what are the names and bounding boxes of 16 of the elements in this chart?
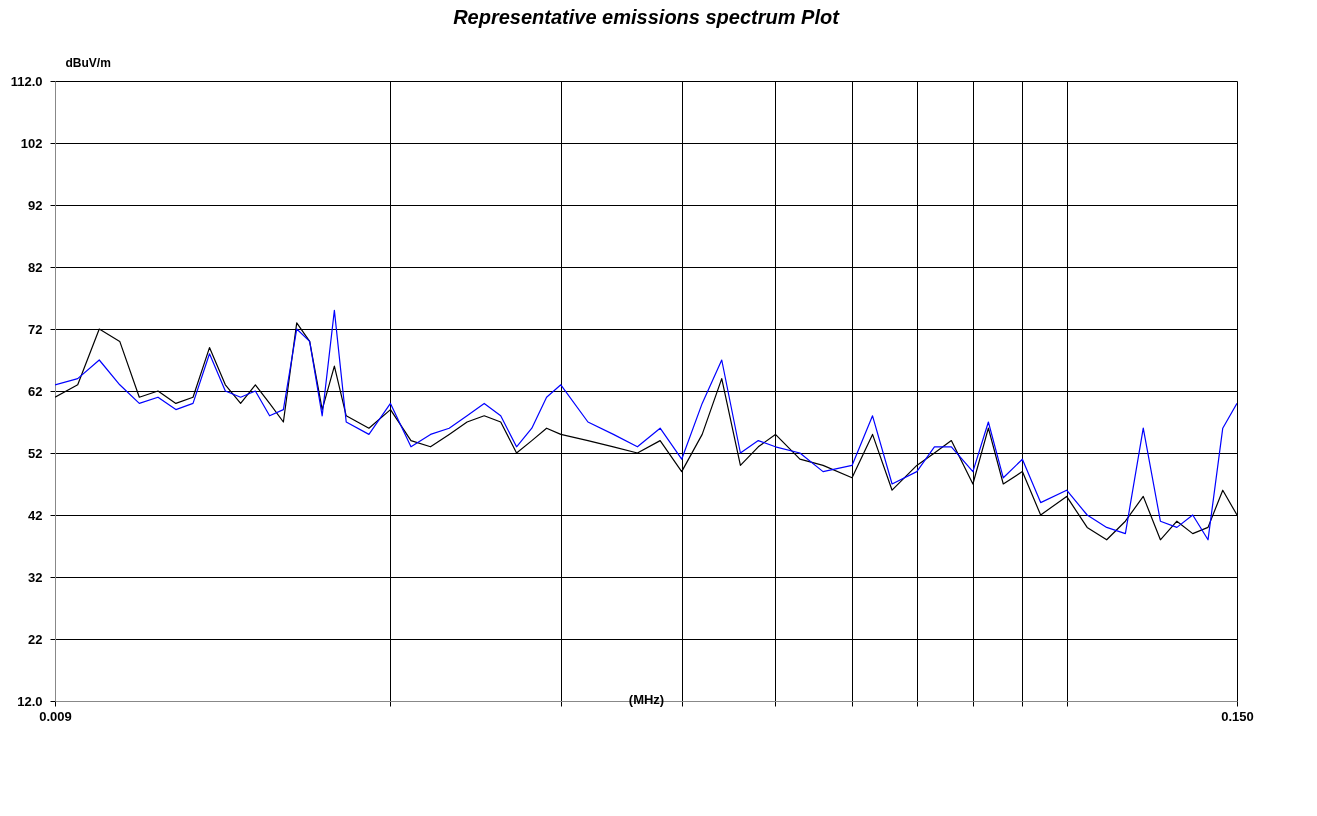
y-tick-label: 62 [28, 383, 43, 399]
y-tick-label: 72 [28, 321, 43, 337]
y-tick-label: 112.0 [10, 73, 43, 89]
y-tick-label: 32 [28, 569, 43, 585]
y-tick-label: 22 [28, 631, 43, 647]
x-tick-label: 0.009 [39, 708, 72, 724]
y-axis-title: dBuV/m [65, 55, 111, 70]
y-tick-label: 82 [28, 259, 43, 275]
y-tick-label: 92 [28, 197, 43, 213]
x-tick-label: 0.150 [1221, 708, 1254, 724]
x-axis-title: (MHz) [628, 691, 665, 707]
y-tick-label: 12.0 [17, 693, 43, 709]
chart-title: Representative emissions spectrum Plot [453, 6, 841, 28]
y-tick-label: 52 [28, 445, 43, 461]
y-tick-label: 42 [28, 507, 43, 523]
y-tick-label: 102 [20, 135, 43, 151]
